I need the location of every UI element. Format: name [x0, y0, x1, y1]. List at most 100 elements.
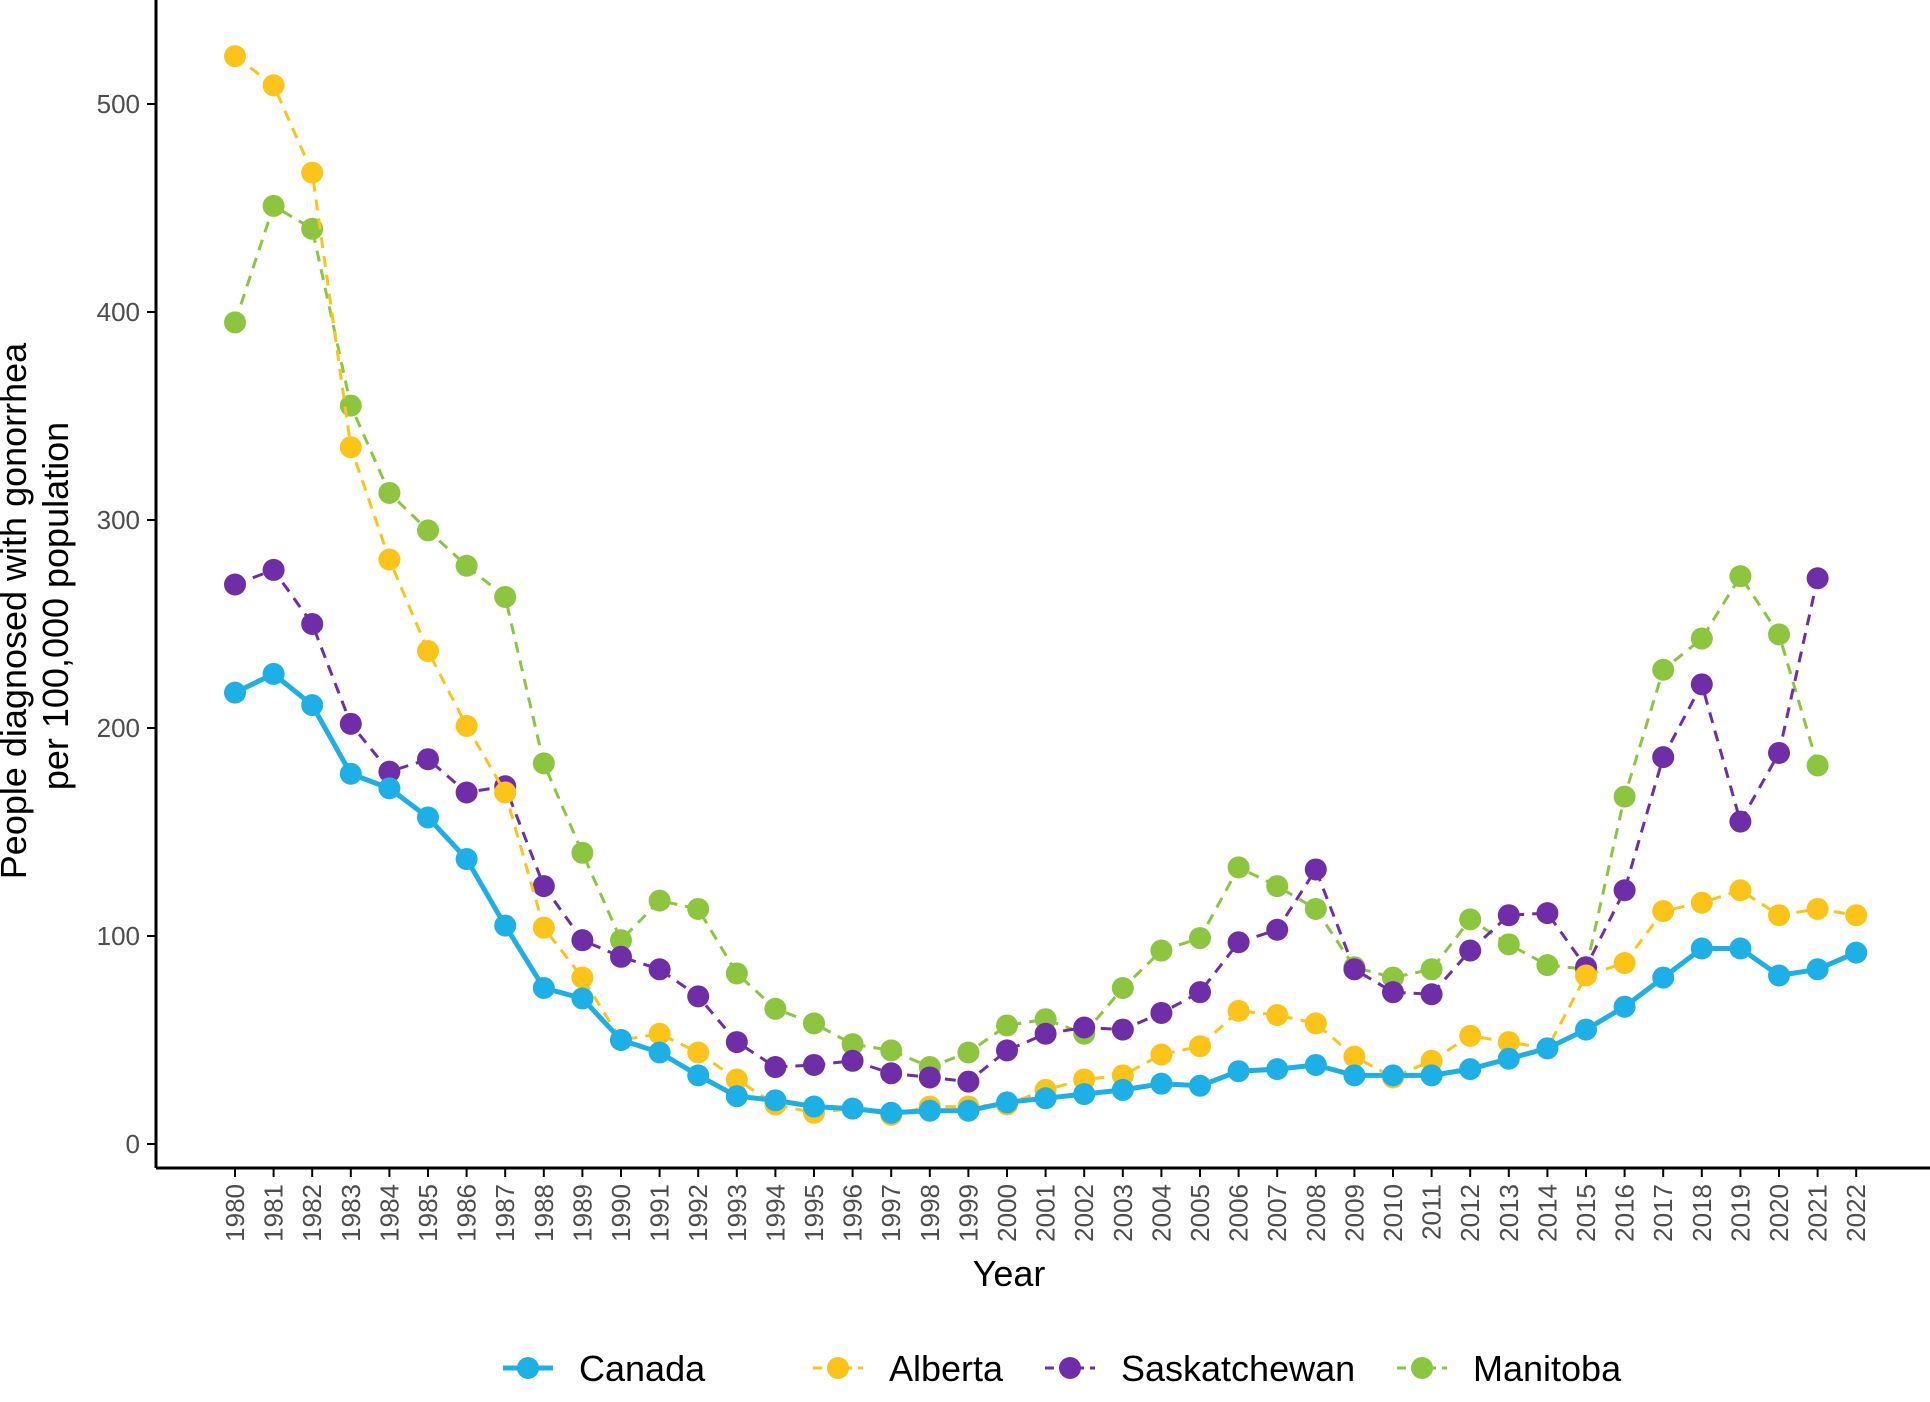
- x-tick-label: 2018: [1687, 1184, 1717, 1242]
- data-point-canada: [339, 762, 362, 785]
- data-point-canada: [1189, 1074, 1211, 1097]
- data-point-alberta: [455, 714, 478, 737]
- x-tick-label: 2011: [1417, 1184, 1447, 1240]
- x-tick-label: 2000: [992, 1184, 1022, 1242]
- y-tick-label: 0: [126, 1129, 140, 1159]
- data-point-saskatchewan: [1343, 958, 1366, 981]
- x-tick-label: 2008: [1301, 1184, 1331, 1242]
- x-tick-label: 2019: [1725, 1184, 1755, 1242]
- x-tick-label: 1997: [876, 1184, 906, 1242]
- data-point-manitoba: [1690, 627, 1713, 650]
- x-tick-label: 2002: [1069, 1184, 1099, 1242]
- data-point-manitoba: [1768, 623, 1790, 646]
- data-point-manitoba: [841, 1033, 864, 1056]
- data-point-manitoba: [1266, 875, 1289, 898]
- data-point-alberta: [1189, 1035, 1211, 1058]
- x-tick-label: 2012: [1455, 1184, 1485, 1242]
- data-point-manitoba: [996, 1014, 1018, 1037]
- data-point-saskatchewan: [1497, 904, 1520, 927]
- series-canada: [224, 662, 1868, 1124]
- data-point-saskatchewan: [1034, 1022, 1057, 1045]
- y-axis-title: People diagnosed with gonorrhea per 100,…: [0, 333, 76, 879]
- series-alberta: [224, 45, 1868, 1126]
- data-point-saskatchewan: [262, 558, 285, 581]
- data-point-canada: [1575, 1018, 1597, 1041]
- data-point-alberta: [725, 1068, 748, 1091]
- data-point-canada: [1304, 1053, 1327, 1076]
- data-point-manitoba: [687, 897, 710, 920]
- data-point-manitoba: [764, 997, 787, 1020]
- x-tick-label: 2020: [1764, 1184, 1794, 1242]
- data-point-saskatchewan: [803, 1053, 825, 1076]
- data-point-saskatchewan: [1459, 939, 1482, 962]
- x-tick-label: 2001: [1031, 1184, 1061, 1242]
- data-point-saskatchewan: [687, 985, 710, 1008]
- data-point-canada: [1690, 937, 1713, 960]
- data-point-alberta: [494, 781, 517, 804]
- data-point-saskatchewan: [1073, 1016, 1096, 1039]
- data-point-manitoba: [571, 841, 594, 864]
- data-point-alberta: [1690, 891, 1713, 914]
- data-point-canada: [1497, 1047, 1520, 1070]
- data-point-manitoba: [1227, 856, 1250, 879]
- data-point-saskatchewan: [339, 712, 362, 735]
- data-point-manitoba: [1497, 933, 1520, 956]
- data-point-manitoba: [417, 519, 439, 542]
- data-point-canada: [880, 1101, 903, 1124]
- data-point-manitoba: [1459, 908, 1482, 931]
- data-point-saskatchewan: [417, 748, 439, 771]
- x-ticks: 1980 1981 1982 1983 1984 1985 1986 1987 1988 1989…: [220, 1168, 1871, 1242]
- x-tick-label: 2021: [1803, 1184, 1833, 1242]
- data-point-canada: [610, 1029, 632, 1051]
- data-point-alberta: [1768, 904, 1790, 927]
- data-point-alberta: [339, 436, 362, 459]
- data-point-manitoba: [1806, 754, 1829, 777]
- data-point-saskatchewan: [1111, 1018, 1134, 1041]
- data-point-manitoba: [262, 194, 285, 217]
- data-point-manitoba: [224, 311, 246, 334]
- data-point-alberta: [1459, 1024, 1482, 1047]
- data-point-manitoba: [1111, 977, 1134, 999]
- x-tick-label: 1981: [259, 1184, 289, 1242]
- x-tick-label: 2022: [1841, 1184, 1871, 1242]
- data-point-saskatchewan: [1768, 741, 1790, 764]
- data-point-manitoba: [880, 1039, 903, 1062]
- legend-swatch-dot: [517, 1357, 539, 1379]
- data-point-alberta: [1845, 904, 1868, 927]
- x-tick-label: 2010: [1378, 1184, 1408, 1242]
- data-point-canada: [1111, 1078, 1134, 1101]
- data-point-saskatchewan: [1613, 879, 1636, 902]
- x-tick-label: 1986: [452, 1184, 482, 1242]
- legend-label: Saskatchewan: [1121, 1348, 1355, 1389]
- data-point-saskatchewan: [1806, 567, 1829, 590]
- x-tick-label: 1989: [567, 1184, 597, 1242]
- legend-item-canada: Canada: [503, 1348, 706, 1389]
- data-point-canada: [1034, 1087, 1057, 1110]
- series-layer: [224, 45, 1868, 1126]
- data-point-canada: [224, 681, 246, 704]
- data-point-saskatchewan: [957, 1070, 980, 1093]
- data-point-canada: [532, 977, 555, 999]
- data-point-alberta: [1806, 897, 1829, 920]
- y-tick-label: 300: [97, 505, 140, 535]
- data-point-saskatchewan: [455, 781, 478, 804]
- data-point-alberta: [1575, 964, 1597, 987]
- data-point-saskatchewan: [1382, 981, 1404, 1004]
- x-tick-label: 1984: [374, 1184, 404, 1242]
- data-point-canada: [1343, 1064, 1366, 1087]
- x-tick-label: 2009: [1339, 1184, 1369, 1242]
- x-tick-label: 1991: [645, 1184, 675, 1242]
- y-tick-label: 400: [97, 297, 140, 327]
- data-point-alberta: [687, 1041, 710, 1064]
- x-tick-label: 1988: [529, 1184, 559, 1242]
- data-point-saskatchewan: [841, 1049, 864, 1072]
- legend-item-manitoba: Manitoba: [1397, 1348, 1622, 1389]
- x-tick-label: 2017: [1648, 1184, 1678, 1242]
- data-point-saskatchewan: [1150, 1001, 1173, 1024]
- data-point-saskatchewan: [1652, 746, 1675, 769]
- series-line-alberta: [234, 55, 1857, 1117]
- data-point-saskatchewan: [1304, 858, 1327, 881]
- x-tick-label: 2016: [1610, 1184, 1640, 1242]
- data-point-saskatchewan: [1266, 918, 1289, 941]
- data-point-manitoba: [532, 752, 555, 775]
